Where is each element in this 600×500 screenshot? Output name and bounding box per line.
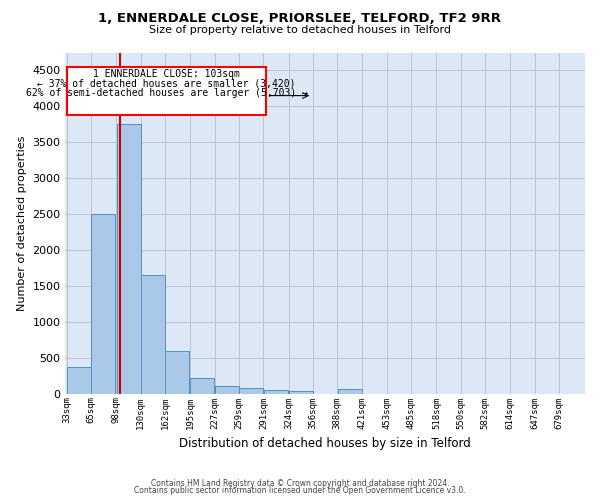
Bar bbox=[166, 352, 190, 394]
Text: 1 ENNERDALE CLOSE: 103sqm: 1 ENNERDALE CLOSE: 103sqm bbox=[93, 69, 240, 79]
X-axis label: Distribution of detached houses by size in Telford: Distribution of detached houses by size … bbox=[179, 437, 471, 450]
Text: Size of property relative to detached houses in Telford: Size of property relative to detached ho… bbox=[149, 25, 451, 35]
Text: ← 37% of detached houses are smaller (3,420): ← 37% of detached houses are smaller (3,… bbox=[37, 78, 296, 88]
Bar bbox=[67, 367, 91, 394]
Bar bbox=[67, 67, 266, 115]
Bar bbox=[141, 275, 165, 394]
Text: 1, ENNERDALE CLOSE, PRIORSLEE, TELFORD, TF2 9RR: 1, ENNERDALE CLOSE, PRIORSLEE, TELFORD, … bbox=[98, 12, 502, 26]
Text: Contains public sector information licensed under the Open Government Licence v3: Contains public sector information licen… bbox=[134, 486, 466, 495]
Text: 62% of semi-detached houses are larger (5,703) →: 62% of semi-detached houses are larger (… bbox=[26, 88, 308, 98]
Bar bbox=[289, 391, 313, 394]
Bar bbox=[116, 124, 140, 394]
Y-axis label: Number of detached properties: Number of detached properties bbox=[17, 136, 27, 311]
Bar bbox=[91, 214, 115, 394]
Bar bbox=[239, 388, 263, 394]
Bar bbox=[263, 390, 287, 394]
Text: Contains HM Land Registry data © Crown copyright and database right 2024.: Contains HM Land Registry data © Crown c… bbox=[151, 478, 449, 488]
Bar bbox=[215, 386, 239, 394]
Bar bbox=[338, 389, 362, 394]
Bar bbox=[190, 378, 214, 394]
